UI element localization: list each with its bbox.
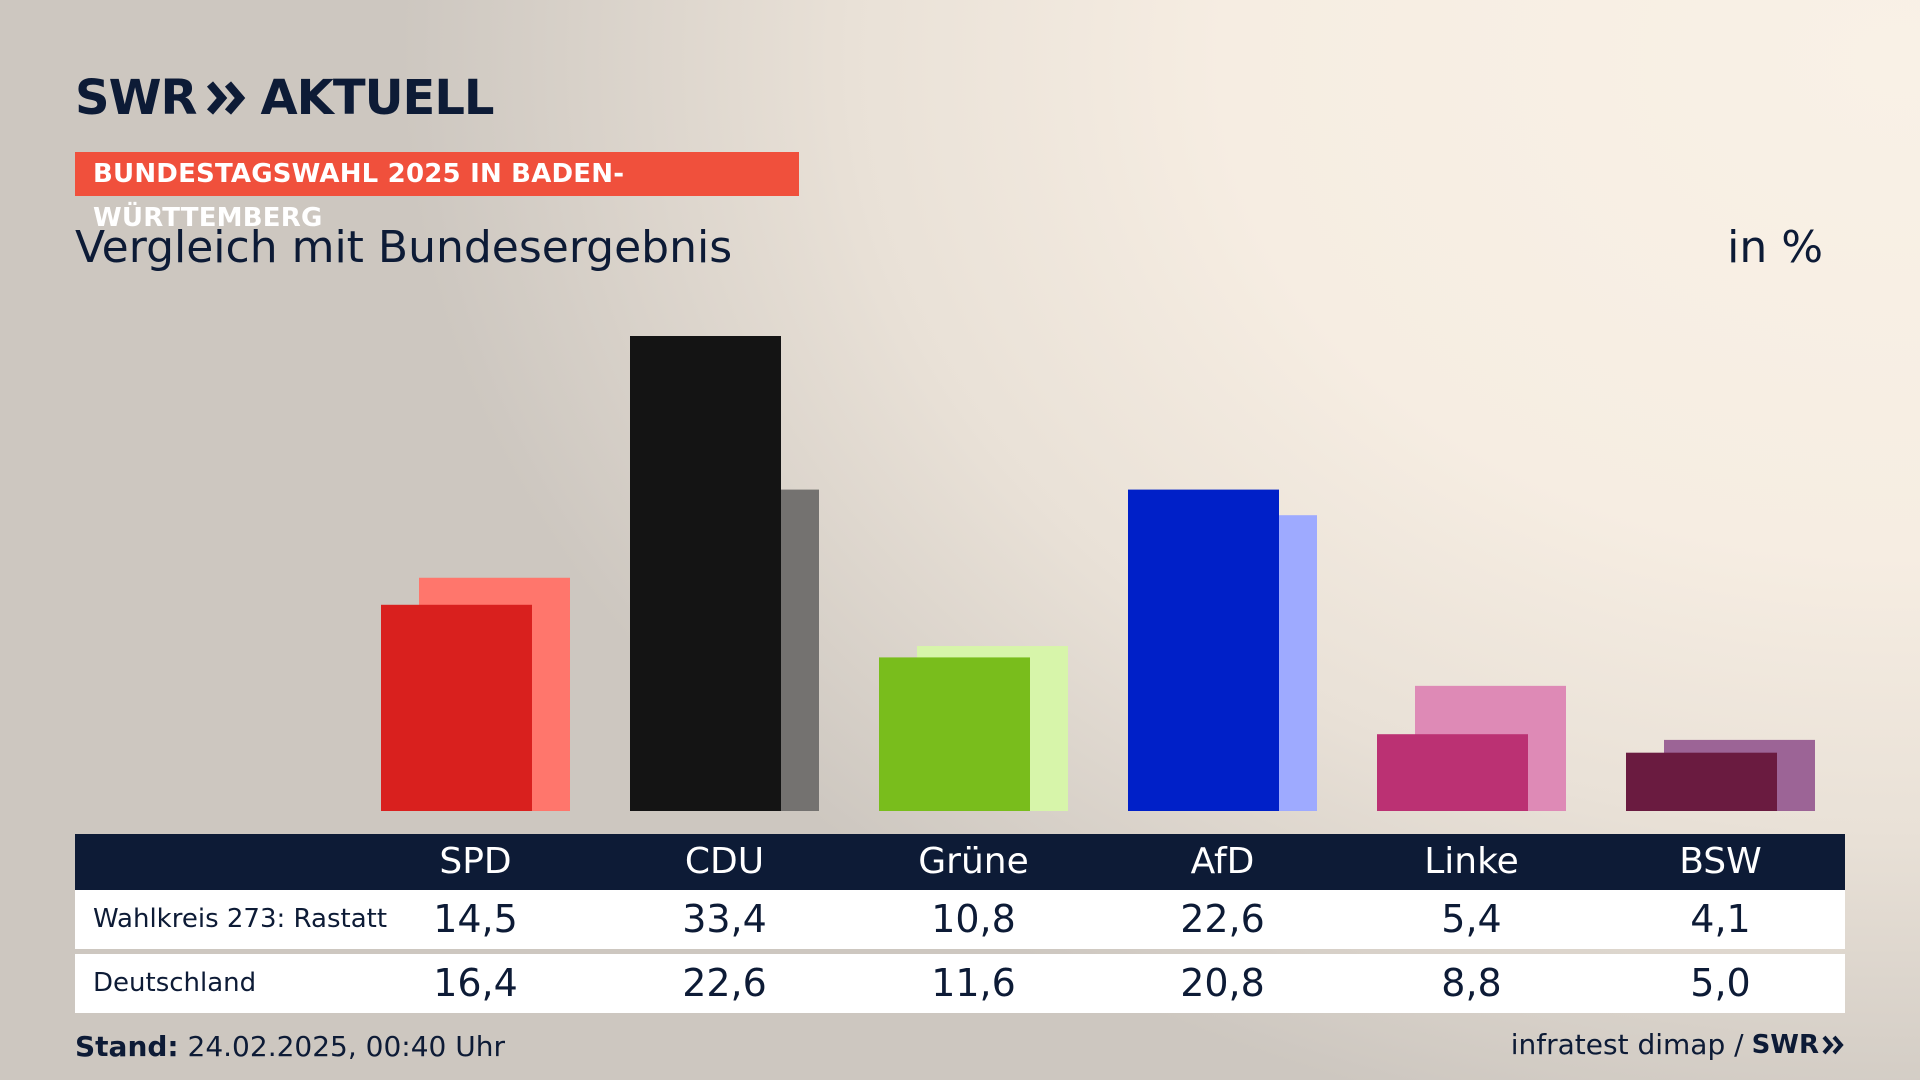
table-row-wahlkreis: Wahlkreis 273: Rastatt 14,5 33,4 10,8 22,6 5… bbox=[75, 890, 1845, 949]
stand-label: Stand: bbox=[75, 1030, 179, 1063]
value-spd-wahlkreis: 14,5 bbox=[433, 897, 518, 941]
bar-bsw-wahlkreis bbox=[1626, 752, 1777, 811]
value-gruene-deutschland: 11,6 bbox=[931, 961, 1016, 1005]
value-cdu-deutschland: 22,6 bbox=[682, 961, 767, 1005]
value-afd-wahlkreis: 22,6 bbox=[1180, 897, 1265, 941]
row-label-wahlkreis: Wahlkreis 273: Rastatt bbox=[93, 904, 388, 934]
double-chevron-icon bbox=[207, 81, 246, 115]
unit-label: in % bbox=[1727, 222, 1823, 273]
bar-afd-wahlkreis bbox=[1128, 489, 1279, 811]
chart-subtitle: Vergleich mit Bundesergebnis bbox=[75, 222, 733, 273]
stand-value: 24.02.2025, 00:40 Uhr bbox=[187, 1030, 505, 1063]
value-gruene-wahlkreis: 10,8 bbox=[931, 897, 1016, 941]
bar-linke-wahlkreis bbox=[1377, 734, 1528, 811]
table-header-row: SPD CDU Grüne AfD Linke BSW bbox=[75, 834, 1845, 890]
header-afd: AfD bbox=[1190, 841, 1255, 882]
mini-chevron-icon bbox=[1822, 1035, 1844, 1054]
value-linke-wahlkreis: 5,4 bbox=[1441, 897, 1502, 941]
value-bsw-deutschland: 5,0 bbox=[1690, 961, 1751, 1005]
header-gruene: Grüne bbox=[918, 841, 1029, 882]
mini-logo-text: SWR bbox=[1751, 1029, 1819, 1060]
bar-spd-wahlkreis bbox=[381, 604, 532, 811]
swr-aktuell-logo: SWR AKTUELL bbox=[75, 70, 495, 126]
bar-chart bbox=[381, 336, 1815, 811]
results-table: SPD CDU Grüne AfD Linke BSW Wahlkreis 273: Ra… bbox=[75, 834, 1845, 1013]
logo-aktuell-text: AKTUELL bbox=[260, 70, 494, 126]
logo-swr-text: SWR bbox=[75, 70, 197, 126]
bar-cdu-wahlkreis bbox=[630, 336, 781, 811]
header-spd: SPD bbox=[439, 841, 512, 882]
table-row-deutschland: Deutschland 16,4 22,6 11,6 20,8 8,8 5,0 bbox=[75, 954, 1845, 1013]
header-bsw: BSW bbox=[1679, 841, 1762, 882]
swr-mini-logo: SWR bbox=[1752, 1030, 1846, 1060]
election-badge: BUNDESTAGSWAHL 2025 IN BADEN-WÜRTTEMBERG bbox=[75, 152, 799, 233]
source-text: infratest dimap / bbox=[1510, 1028, 1744, 1061]
header-cdu: CDU bbox=[684, 841, 765, 882]
row-label-deutschland: Deutschland bbox=[93, 968, 257, 998]
timestamp: Stand: 24.02.2025, 00:40 Uhr bbox=[75, 1030, 505, 1063]
header-linke: Linke bbox=[1424, 841, 1519, 882]
bar-gruene-wahlkreis bbox=[879, 657, 1030, 811]
value-spd-deutschland: 16,4 bbox=[433, 961, 518, 1005]
value-afd-deutschland: 20,8 bbox=[1180, 961, 1265, 1005]
value-cdu-wahlkreis: 33,4 bbox=[682, 897, 767, 941]
value-linke-deutschland: 8,8 bbox=[1441, 961, 1502, 1005]
value-bsw-wahlkreis: 4,1 bbox=[1690, 897, 1751, 941]
source-credit: infratest dimap / SWR bbox=[1511, 1028, 1846, 1061]
